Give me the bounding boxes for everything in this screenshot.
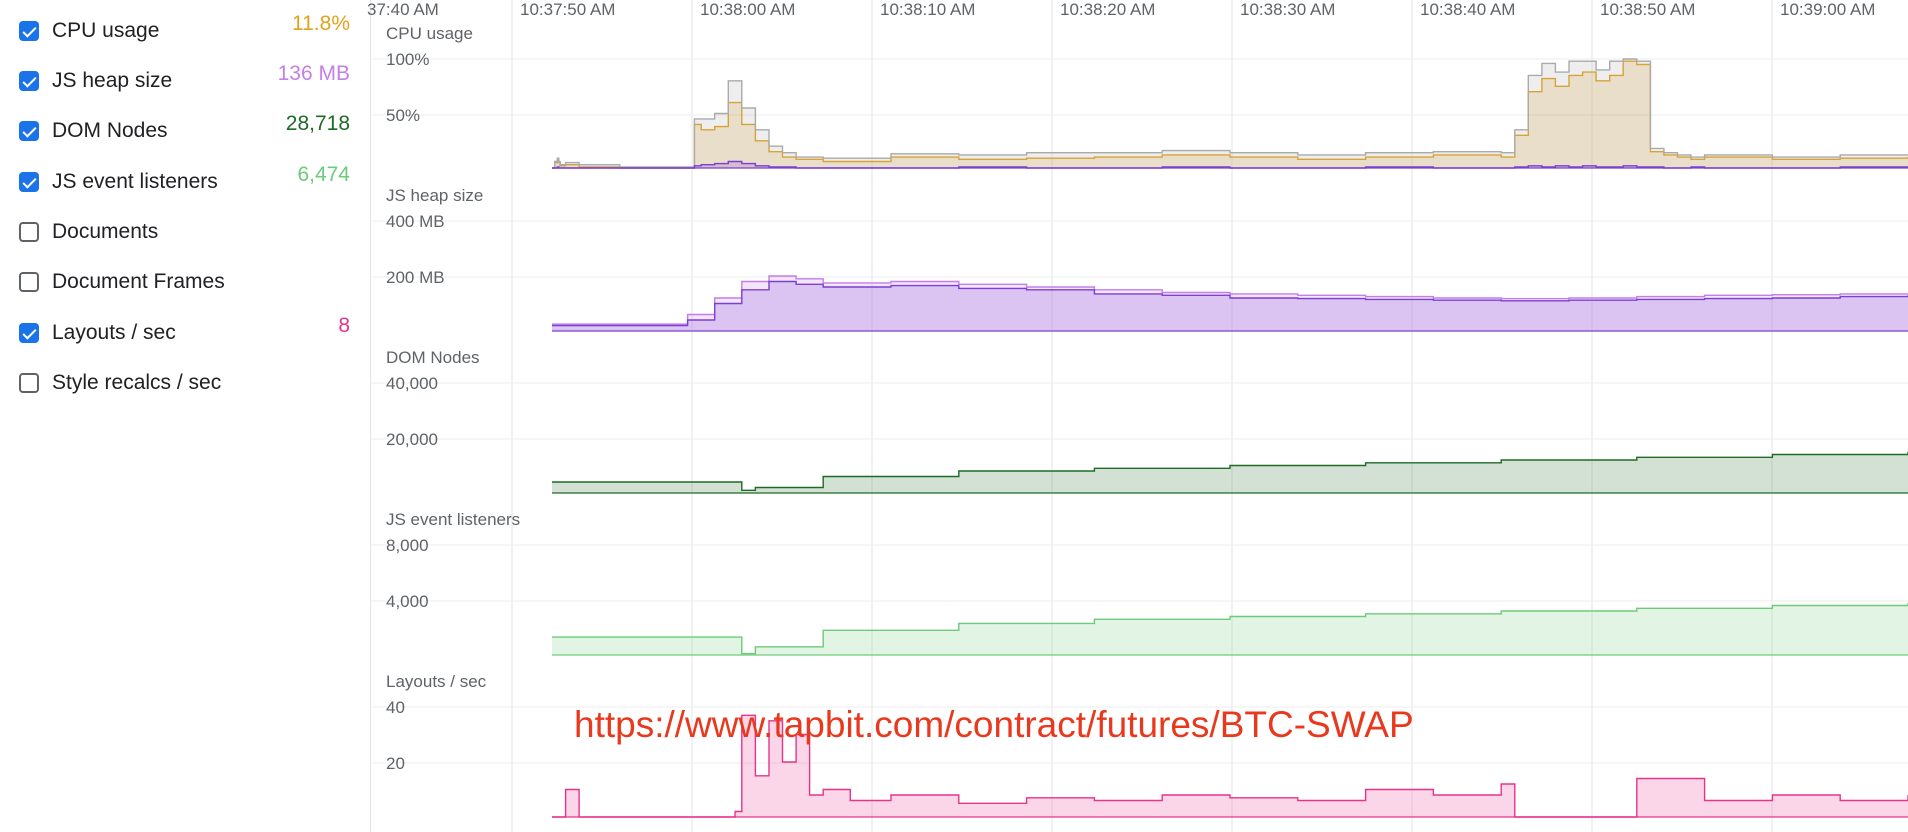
metric-documents[interactable]: Documents	[0, 219, 370, 259]
url-overlay: https://www.tapbit.com/contract/futures/…	[574, 704, 1414, 745]
metric-panel: Layouts / sec 40 20	[370, 672, 1908, 818]
metric-layouts-per-sec[interactable]: Layouts / sec 8	[0, 314, 370, 360]
cpu-usage-value: 11.8%	[292, 12, 350, 35]
panel-title: JS event listeners	[386, 510, 520, 529]
series-line	[552, 451, 1908, 491]
documents-checkbox[interactable]	[19, 222, 39, 242]
tick-label: 100%	[386, 50, 429, 69]
tick-label: 8,000	[386, 536, 429, 555]
tick-label: 20	[386, 754, 405, 773]
metric-style-recalcs-per-sec[interactable]: Style recalcs / sec	[0, 370, 370, 410]
js-heap-size-checkbox[interactable]	[19, 71, 39, 91]
time-label: 10:38:30 AM	[1240, 0, 1335, 19]
time-label: 10:38:40 AM	[1420, 0, 1515, 19]
time-label: 10:39:00 AM	[1780, 0, 1875, 19]
tick-label: 20,000	[386, 430, 438, 449]
series-area	[552, 59, 1908, 168]
dom-nodes-label: DOM Nodes	[52, 119, 168, 142]
tick-label: 50%	[386, 106, 420, 125]
tick-label: 400 MB	[386, 212, 445, 231]
layouts-per-sec-label: Layouts / sec	[52, 321, 176, 344]
metrics-sidebar: CPU usage 11.8% JS heap size 136 MB DOM …	[0, 0, 371, 832]
series-area	[552, 276, 1908, 331]
metric-panel: DOM Nodes 40,000 20,000	[370, 348, 1908, 494]
panel-title: CPU usage	[386, 24, 473, 43]
layouts-per-sec-checkbox[interactable]	[19, 323, 39, 343]
tick-label: 40,000	[386, 374, 438, 393]
documents-label: Documents	[52, 220, 159, 243]
js-event-listeners-value: 6,474	[297, 163, 350, 186]
dom-nodes-value: 28,718	[285, 112, 350, 135]
metric-document-frames[interactable]: Document Frames	[0, 269, 370, 309]
js-event-listeners-checkbox[interactable]	[19, 172, 39, 192]
metric-js-event-listeners[interactable]: JS event listeners 6,474	[0, 163, 370, 209]
panel-title: DOM Nodes	[386, 348, 480, 367]
time-label: 37:40 AM	[367, 0, 439, 19]
series-area	[552, 451, 1908, 493]
style-recalcs-per-sec-checkbox[interactable]	[19, 373, 39, 393]
time-label: 10:38:10 AM	[880, 0, 975, 19]
js-event-listeners-label: JS event listeners	[52, 170, 218, 193]
metric-panel: JS heap size 400 MB 200 MB	[370, 186, 1908, 332]
metric-cpu-usage[interactable]: CPU usage 11.8%	[0, 12, 370, 58]
series-line	[552, 58, 1908, 169]
js-heap-size-label: JS heap size	[52, 69, 173, 92]
time-label: 10:37:50 AM	[520, 0, 615, 19]
layouts-per-sec-value: 8	[338, 314, 350, 337]
time-axis: 37:40 AM 10:37:50 AM 10:38:00 AM 10:38:1…	[367, 0, 1875, 19]
tick-label: 4,000	[386, 592, 429, 611]
cpu-usage-label: CPU usage	[52, 19, 160, 42]
time-gridlines	[511, 0, 1773, 832]
panel-title: Layouts / sec	[386, 672, 487, 691]
series-line	[552, 275, 1908, 325]
metric-panel: CPU usage 100% 50%	[370, 24, 1908, 169]
metric-js-heap-size[interactable]: JS heap size 136 MB	[0, 62, 370, 108]
cpu-usage-checkbox[interactable]	[19, 21, 39, 41]
tick-label: 200 MB	[386, 268, 445, 287]
panel-title: JS heap size	[386, 186, 483, 205]
tick-label: 40	[386, 698, 405, 717]
style-recalcs-per-sec-label: Style recalcs / sec	[52, 371, 222, 394]
time-label: 10:38:50 AM	[1600, 0, 1695, 19]
series-line	[552, 280, 1908, 327]
time-label: 10:38:20 AM	[1060, 0, 1155, 19]
metric-dom-nodes[interactable]: DOM Nodes 28,718	[0, 112, 370, 158]
series-area	[552, 602, 1908, 655]
js-heap-size-value: 136 MB	[277, 62, 350, 85]
series-area	[552, 281, 1908, 331]
dom-nodes-checkbox[interactable]	[19, 121, 39, 141]
document-frames-label: Document Frames	[52, 270, 225, 293]
metric-panels: CPU usage 100% 50% JS heap size 400 MB 200 MB…	[370, 24, 1908, 818]
metric-panel: JS event listeners 8,000 4,000	[370, 510, 1908, 656]
series-area	[552, 61, 1908, 169]
time-label: 10:38:00 AM	[700, 0, 795, 19]
document-frames-checkbox[interactable]	[19, 272, 39, 292]
series-line	[552, 602, 1908, 655]
